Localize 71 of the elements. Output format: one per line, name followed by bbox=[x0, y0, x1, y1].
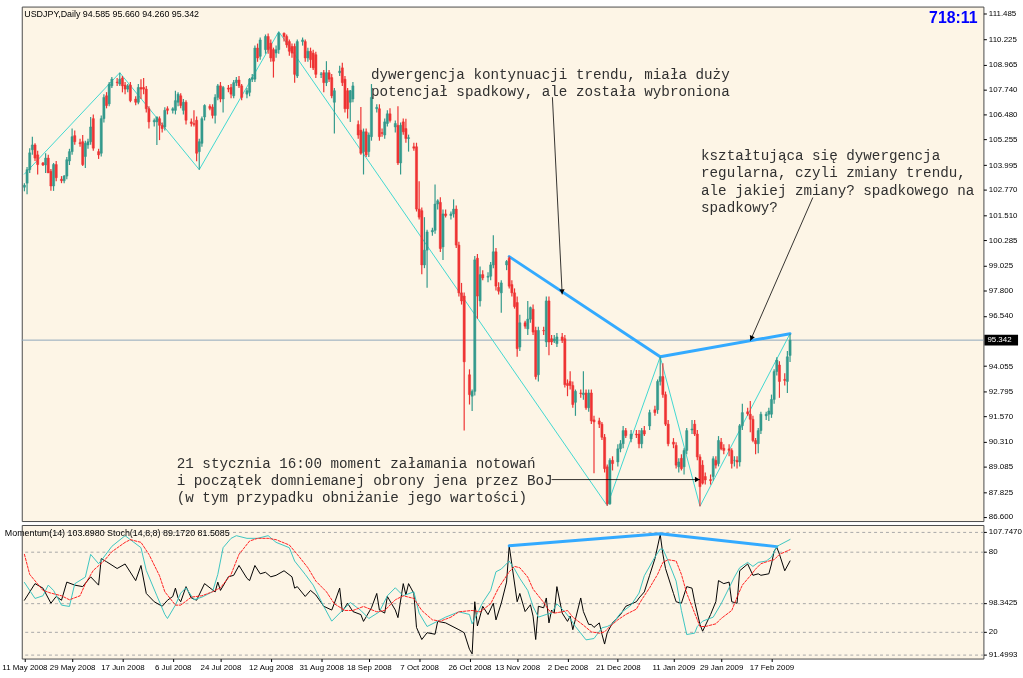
candlestick bbox=[89, 116, 92, 146]
candlestick bbox=[648, 409, 651, 431]
candlestick bbox=[333, 87, 336, 135]
y-tick-label: 86.600 bbox=[988, 512, 1014, 522]
x-tick-label: 29 May 2008 bbox=[49, 662, 97, 672]
y-tick-label: 91.4993 bbox=[988, 650, 1019, 660]
y-tick-label: 107.740 bbox=[988, 84, 1019, 94]
y-tick-label: 103.995 bbox=[988, 160, 1019, 170]
x-tick-label: 7 Oct 2008 bbox=[400, 662, 440, 672]
candlestick bbox=[505, 259, 508, 271]
candlestick bbox=[256, 42, 259, 63]
y-tick-label: 101.510 bbox=[988, 210, 1019, 220]
chart-title: Momentum(14) 103.8980 Stoch(14,8,8) 89.1720 81.5085 bbox=[4, 527, 230, 538]
annotation: kształtująca się dywergencja regularna, czyli zmiany trendu, ale jakiej zmiany? spadkowego na spadkowy? bbox=[701, 148, 975, 217]
candlestick bbox=[166, 105, 169, 115]
y-tick-label: 110.225 bbox=[988, 34, 1018, 44]
x-tick-label: 11 May 2008 bbox=[2, 662, 49, 672]
x-tick-label: 2 Dec 2008 bbox=[547, 662, 589, 672]
x-tick-label: 29 Jan 2009 bbox=[699, 662, 745, 672]
chart-title: USDJPY,Daily 94.585 95.660 94.260 95.342 bbox=[24, 9, 200, 20]
x-tick-label: 17 Feb 2009 bbox=[749, 662, 795, 672]
y-tick-label: 98.3425 bbox=[988, 598, 1019, 608]
candlestick bbox=[574, 388, 577, 417]
x-tick-label: 17 Jun 2008 bbox=[101, 662, 146, 672]
x-tick-label: 11 Jan 2009 bbox=[652, 662, 697, 672]
candlestick bbox=[54, 160, 58, 182]
y-tick-label: 105.255 bbox=[988, 135, 1019, 145]
candlestick bbox=[314, 51, 318, 79]
candlestick bbox=[778, 360, 781, 399]
y-tick-label: 89.085 bbox=[988, 462, 1014, 472]
y-tick-label: 107.7470 bbox=[988, 527, 1023, 537]
candlestick bbox=[709, 473, 712, 486]
y-tick-label: 90.310 bbox=[988, 437, 1014, 447]
x-tick-label: 26 Oct 2008 bbox=[448, 662, 493, 672]
candlestick bbox=[351, 81, 355, 103]
y-tick-label: 102.770 bbox=[988, 185, 1019, 195]
y-tick-label: 111.485 bbox=[988, 9, 1017, 19]
candlestick bbox=[674, 441, 678, 470]
candlestick bbox=[468, 368, 471, 406]
candlestick bbox=[115, 77, 119, 87]
x-tick-label: 18 Sep 2008 bbox=[346, 662, 393, 672]
candlestick bbox=[52, 162, 55, 192]
annotation: 21 stycznia 16:00 moment załamania notowań i początek domniemanej obrony jena przez BoJ (w tym przypadku obniżanie jego wartości) bbox=[176, 455, 553, 507]
y-tick-label: 97.800 bbox=[988, 285, 1014, 295]
y-tick-label: 92.795 bbox=[988, 387, 1014, 397]
x-tick-label: 6 Jul 2008 bbox=[155, 662, 193, 672]
y-tick-label: 87.825 bbox=[988, 487, 1014, 497]
x-tick-label: 21 Dec 2008 bbox=[595, 662, 642, 672]
y2-tick-label: 20 bbox=[988, 627, 999, 637]
y-tick-label: 96.540 bbox=[988, 311, 1014, 321]
annotation: 718:11 bbox=[929, 9, 978, 27]
y2-tick-label: 80 bbox=[988, 547, 999, 557]
x-tick-label: 24 Jul 2008 bbox=[200, 662, 242, 672]
candlestick bbox=[277, 31, 281, 55]
y-tick-label: 108.965 bbox=[988, 60, 1019, 69]
candlestick bbox=[611, 455, 614, 472]
y-tick-label: 100.285 bbox=[988, 235, 1019, 245]
y-tick-label: 99.025 bbox=[988, 261, 1014, 271]
ref-line-label: 95.342 bbox=[987, 335, 1012, 345]
candlestick bbox=[452, 198, 455, 219]
x-tick-label: 13 Nov 2008 bbox=[495, 662, 541, 672]
y-tick-label: 91.570 bbox=[988, 411, 1014, 421]
x-tick-label: 12 Aug 2008 bbox=[249, 662, 295, 672]
candlestick bbox=[407, 134, 410, 153]
annotation: dywergencja kontynuacji trendu, miała duży potencjał spadkowy, ale została wybroniona bbox=[370, 66, 731, 101]
x-tick-label: 31 Aug 2008 bbox=[299, 662, 345, 672]
candlestick bbox=[330, 73, 334, 99]
candlestick bbox=[653, 405, 657, 417]
candlestick bbox=[319, 71, 323, 79]
y-tick-label: 106.480 bbox=[988, 110, 1019, 120]
y-tick-label: 94.055 bbox=[988, 361, 1014, 371]
